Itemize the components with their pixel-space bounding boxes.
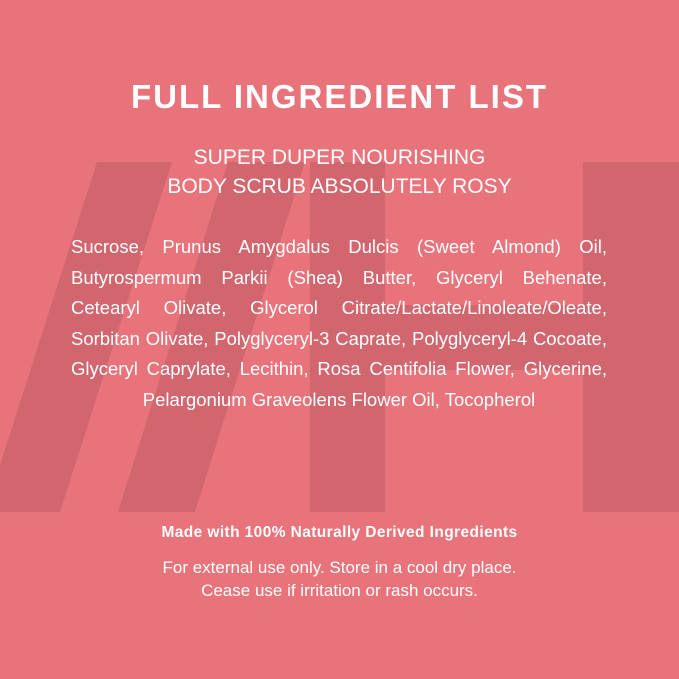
product-name: SUPER DUPER NOURISHING BODY SCRUB ABSOLU… [0,143,679,201]
page-title: FULL INGREDIENT LIST [0,78,679,116]
product-name-line-1: SUPER DUPER NOURISHING [193,146,486,169]
natural-claim: Made with 100% Naturally Derived Ingredi… [161,524,518,541]
title-text: FULL INGREDIENT LIST [130,78,549,115]
watermark-h-bar [310,305,610,370]
product-name-line-2: BODY SCRUB ABSOLUTELY ROSY [167,175,512,198]
usage-note: For external use only. Store in a cool d… [0,556,679,602]
ingredient-list: Sucrose, Prunus Amygdalus Dulcis (Sweet … [71,236,607,410]
usage-note-line-2: Cease use if irritation or rash occurs. [201,581,478,600]
usage-note-line-1: For external use only. Store in a cool d… [162,558,517,577]
watermark-h-right [583,162,679,512]
watermark-slash-2 [118,162,305,512]
watermark-slash-1 [0,162,172,512]
